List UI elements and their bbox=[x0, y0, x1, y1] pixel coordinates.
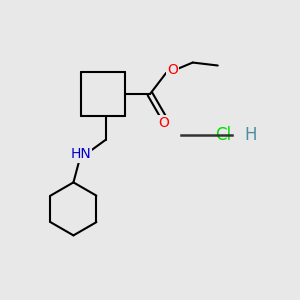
Text: O: O bbox=[159, 116, 170, 130]
Text: H: H bbox=[244, 126, 257, 144]
Text: O: O bbox=[167, 63, 178, 77]
Text: HN: HN bbox=[70, 147, 91, 161]
Text: Cl: Cl bbox=[215, 126, 231, 144]
